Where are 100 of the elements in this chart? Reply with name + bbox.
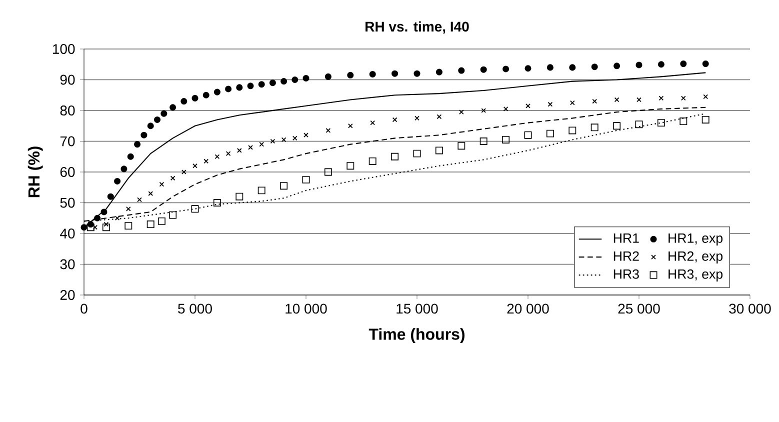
y-tick-label: 80: [60, 106, 75, 116]
point: [702, 116, 710, 124]
point: [100, 208, 108, 216]
point: [458, 110, 464, 114]
x-tick-label: 25 000: [618, 304, 660, 314]
point: [154, 116, 161, 123]
point: [124, 222, 132, 230]
point: [170, 176, 176, 181]
y-tick-label: 70: [60, 136, 75, 146]
point: [436, 114, 442, 120]
point: [204, 158, 209, 164]
point: [160, 110, 168, 117]
point: [592, 98, 598, 104]
point: [236, 148, 242, 153]
x-tick-label: 15 000: [396, 304, 438, 314]
legend-label: HR3: [614, 269, 639, 279]
point: [591, 64, 598, 70]
chart-title: RH vs. time, I40: [366, 21, 469, 34]
point: [392, 117, 398, 122]
point: [346, 162, 354, 170]
point: [614, 62, 620, 70]
point: [526, 103, 530, 108]
point: [302, 74, 310, 82]
point: [392, 70, 398, 77]
point: [148, 191, 154, 196]
point: [213, 199, 221, 206]
point: [281, 137, 286, 142]
point: [658, 61, 664, 68]
x-tick-label: 20 000: [507, 304, 549, 314]
y-tick-label: 30: [60, 259, 75, 270]
point: [192, 94, 198, 102]
point: [413, 150, 421, 158]
point: [292, 76, 298, 84]
point: [120, 166, 128, 172]
y-tick-label: 20: [60, 290, 75, 300]
point: [269, 80, 276, 86]
x-tick-label: 10 000: [286, 304, 327, 314]
point: [191, 205, 199, 213]
point: [524, 65, 532, 72]
point: [192, 163, 198, 168]
point: [414, 116, 420, 121]
x-tick-label: 0: [80, 304, 88, 314]
point: [613, 122, 621, 130]
point: [134, 141, 141, 148]
point: [458, 142, 466, 150]
point: [680, 60, 687, 68]
point: [236, 192, 244, 200]
point: [657, 119, 665, 127]
point: [159, 182, 164, 187]
point: [502, 66, 510, 72]
y-tick-label: 90: [60, 74, 75, 85]
point: [202, 92, 210, 98]
y-axis-title: RH (%): [28, 146, 43, 198]
point: [481, 108, 486, 113]
point: [435, 146, 443, 154]
point: [590, 124, 598, 132]
point: [524, 131, 532, 139]
point: [137, 197, 142, 202]
point: [226, 151, 231, 156]
point: [92, 224, 98, 230]
point: [391, 152, 399, 160]
point: [680, 96, 686, 101]
x-axis-title: Time (hours): [368, 328, 464, 344]
point: [369, 70, 376, 78]
point: [304, 132, 308, 138]
point: [348, 123, 353, 128]
point: [503, 106, 508, 112]
point: [368, 158, 376, 165]
legend-label: HR1, exp: [668, 234, 723, 246]
point: [280, 78, 288, 85]
point: [658, 96, 664, 101]
point: [370, 120, 376, 126]
point: [169, 211, 177, 219]
point: [548, 102, 553, 107]
point: [236, 84, 243, 91]
point: [546, 64, 554, 71]
point: [248, 144, 253, 150]
point: [326, 128, 331, 133]
point: [94, 214, 101, 222]
point: [636, 97, 642, 102]
point: [181, 170, 186, 174]
point: [214, 154, 220, 160]
point: [80, 224, 88, 231]
point: [502, 136, 510, 144]
point: [436, 68, 442, 76]
point: [247, 82, 254, 90]
point: [703, 94, 708, 100]
point: [225, 86, 232, 92]
point: [292, 136, 298, 141]
point: [324, 73, 332, 80]
point: [126, 206, 131, 212]
point: [86, 224, 94, 232]
point: [480, 138, 488, 145]
point: [270, 138, 276, 144]
point: [147, 122, 154, 130]
x-tick-label: 5 000: [178, 304, 212, 314]
point: [569, 64, 576, 71]
point: [259, 142, 264, 147]
point: [570, 100, 575, 106]
x-tick-label: 30 000: [729, 304, 771, 314]
